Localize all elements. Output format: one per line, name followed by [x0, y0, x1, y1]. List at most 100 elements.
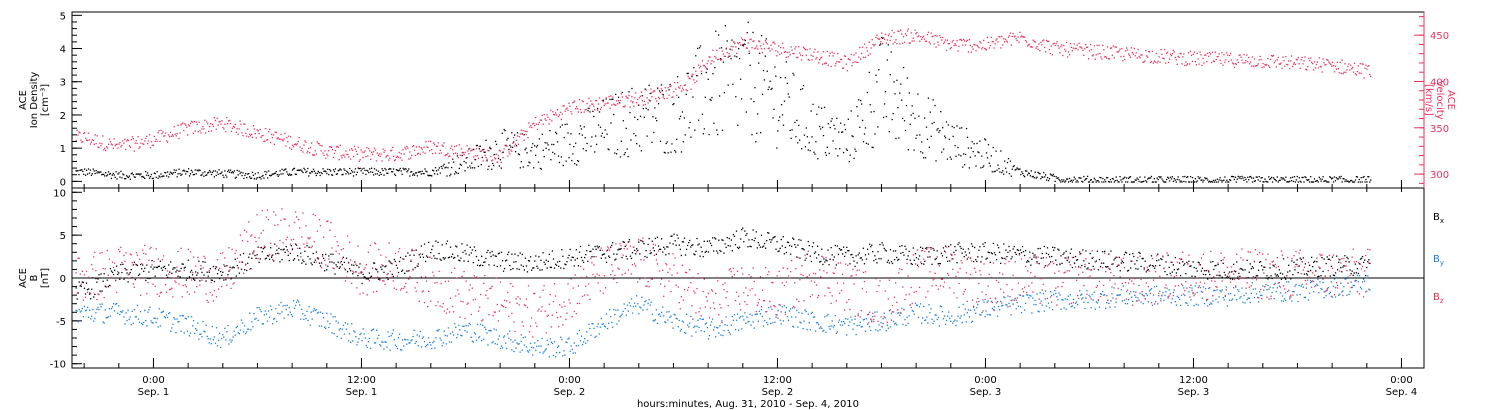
velocity-point: [318, 143, 320, 145]
bx-point: [547, 260, 549, 263]
density-point: [1280, 177, 1282, 179]
by-point: [249, 312, 251, 314]
by-point: [612, 326, 614, 328]
density-point: [633, 132, 635, 135]
velocity-point: [743, 39, 746, 41]
velocity-point: [1323, 62, 1325, 64]
bx-point: [929, 256, 931, 258]
bx-point: [911, 263, 913, 266]
density-point: [882, 116, 885, 119]
by-point: [722, 334, 724, 337]
density-point: [334, 168, 337, 170]
velocity-point: [553, 113, 555, 116]
velocity-point: [1109, 47, 1112, 49]
velocity-point: [1176, 63, 1178, 65]
velocity-point: [443, 142, 445, 144]
by-point: [866, 323, 869, 325]
bx-point: [1359, 258, 1362, 260]
density-point: [247, 173, 249, 175]
bx-point: [630, 257, 633, 260]
density-point: [1021, 171, 1023, 173]
velocity-point: [1220, 62, 1222, 65]
velocity-point: [581, 100, 583, 102]
density-point: [79, 169, 81, 172]
bx-point: [537, 267, 539, 269]
density-point: [1001, 171, 1003, 174]
density-point: [137, 173, 139, 175]
by-point: [915, 304, 918, 306]
by-point: [151, 321, 153, 324]
velocity-point: [1055, 42, 1057, 45]
density-point: [1056, 177, 1058, 180]
bx-point: [964, 251, 966, 253]
velocity-point: [1253, 58, 1256, 60]
by-point: [808, 322, 810, 324]
bx-point: [1254, 276, 1257, 279]
by-point: [163, 316, 166, 318]
density-point: [548, 149, 550, 151]
density-point: [938, 131, 940, 133]
bx-point: [1215, 264, 1217, 267]
bx-point: [1298, 265, 1300, 267]
by-point: [304, 314, 306, 317]
density-point: [502, 151, 504, 153]
bx-point: [978, 249, 980, 251]
density-point: [429, 174, 431, 177]
bx-point: [1038, 262, 1040, 265]
by-point: [518, 343, 520, 345]
density-point: [1329, 176, 1331, 178]
bx-point: [686, 244, 689, 247]
velocity-point: [124, 138, 126, 141]
velocity-point: [330, 146, 333, 148]
density-point: [936, 129, 938, 131]
velocity-point: [604, 103, 606, 105]
velocity-point: [1232, 63, 1235, 65]
velocity-point: [530, 124, 532, 127]
velocity-point: [1294, 63, 1297, 66]
bx-point: [161, 269, 164, 271]
density-point: [199, 169, 201, 172]
bx-point: [667, 246, 669, 248]
by-point: [152, 322, 154, 324]
density-point: [201, 174, 203, 176]
velocity-point: [237, 133, 239, 135]
bx-point: [802, 248, 804, 250]
by-point: [948, 311, 950, 313]
velocity-point: [386, 155, 388, 157]
density-point: [495, 143, 498, 145]
by-point: [336, 335, 338, 338]
density-point: [359, 167, 361, 170]
by-point: [374, 342, 377, 344]
density-point: [503, 128, 505, 131]
density-point: [736, 56, 738, 58]
density-point: [97, 171, 99, 173]
bx-point: [1269, 267, 1271, 269]
bx-point: [307, 255, 309, 258]
density-point: [1194, 178, 1196, 180]
by-point: [945, 319, 948, 322]
plasma-data-points: [75, 21, 1372, 183]
by-point: [1010, 314, 1012, 316]
density-point: [447, 167, 449, 169]
bx-point: [751, 238, 753, 241]
density-point: [363, 167, 365, 169]
density-point: [403, 169, 405, 171]
bx-point: [753, 239, 755, 242]
velocity-point: [441, 144, 443, 146]
velocity-point: [1303, 60, 1305, 62]
density-point: [1047, 179, 1050, 182]
velocity-point: [447, 152, 449, 155]
by-point: [804, 309, 806, 311]
density-point: [596, 107, 599, 110]
by-point: [827, 313, 829, 316]
density-point: [761, 93, 764, 96]
velocity-point: [1076, 44, 1078, 46]
by-point: [362, 328, 364, 330]
density-point: [1117, 181, 1119, 183]
bx-point: [426, 256, 429, 258]
density-point: [1228, 181, 1230, 183]
density-point: [929, 111, 931, 113]
velocity-point: [1117, 51, 1119, 53]
density-point: [1051, 175, 1053, 177]
velocity-point: [1304, 56, 1306, 58]
